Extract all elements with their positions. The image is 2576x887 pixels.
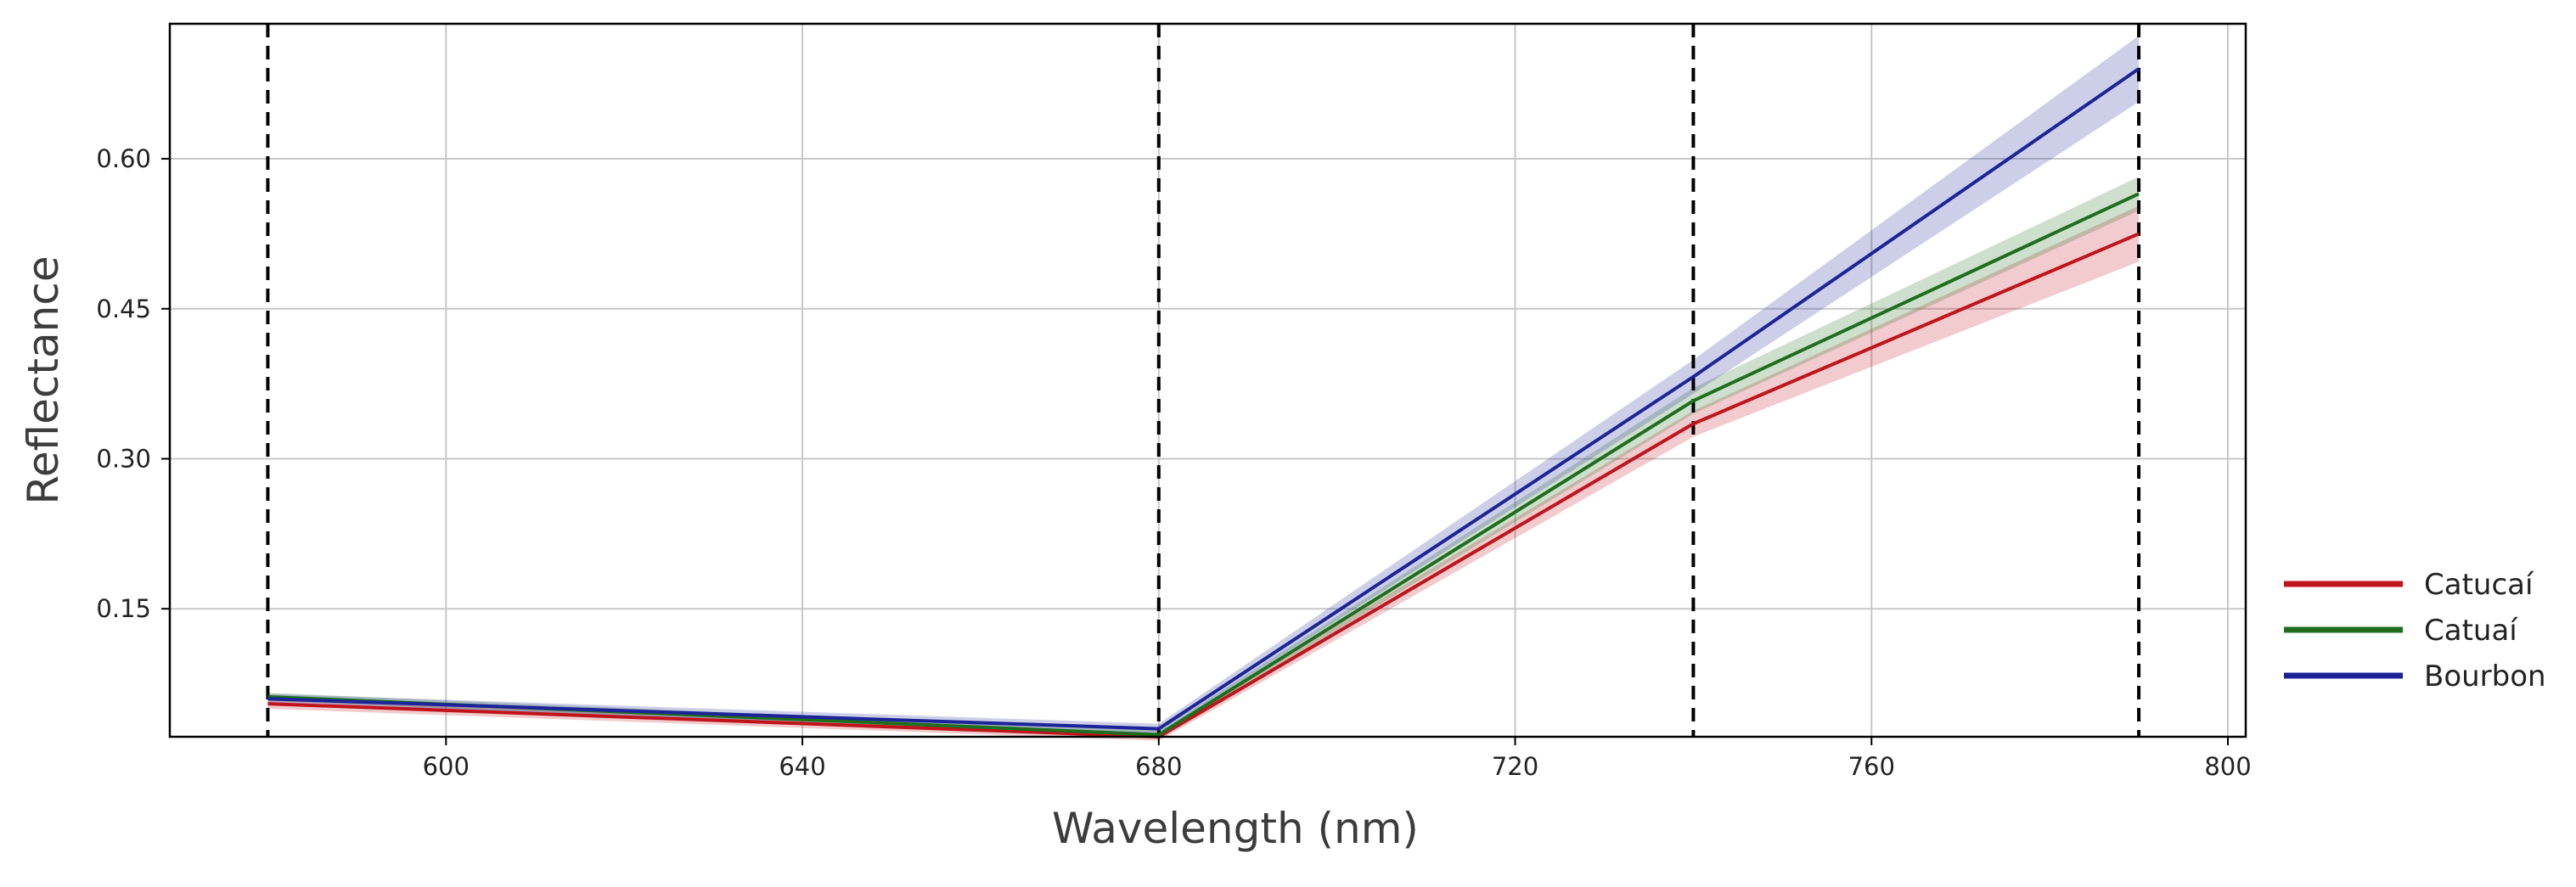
- legend-label-0: Catucaí: [2424, 568, 2534, 602]
- legend-label-2: Bourbon: [2424, 660, 2546, 693]
- x-tick-label: 800: [2204, 752, 2251, 781]
- y-tick-layer: 0.15 0.30 0.45 0.60: [96, 144, 170, 623]
- legend: Catucaí Catuaí Bourbon: [2284, 568, 2546, 693]
- x-tick-label: 640: [779, 752, 825, 781]
- dashed-line-layer: [266, 24, 2141, 737]
- confidence-band-2: [267, 36, 2140, 734]
- x-tick-label: 600: [423, 752, 470, 781]
- grid-layer: [170, 24, 2246, 737]
- legend-label-1: Catuaí: [2424, 614, 2518, 648]
- x-tick-label: 760: [1848, 752, 1895, 781]
- plot-frame: [168, 22, 2247, 738]
- y-axis-title: Reflectance: [19, 255, 68, 504]
- series-line-0: [267, 232, 2140, 738]
- x-axis-title: Wavelength (nm): [1052, 804, 1419, 853]
- y-tick-label: 0.45: [96, 295, 151, 323]
- y-tick-label: 0.60: [96, 144, 151, 173]
- series-line-2: [267, 67, 2140, 731]
- series-line-1: [267, 192, 2140, 737]
- x-tick-label: 680: [1135, 752, 1182, 781]
- x-tick-label: 720: [1492, 752, 1538, 781]
- confidence-band-0: [267, 205, 2140, 741]
- series-line-layer: [267, 67, 2140, 738]
- x-tick-layer: 600 640 680 720 760 800: [423, 737, 2252, 781]
- y-tick-label: 0.15: [96, 594, 151, 623]
- confidence-band-layer: [267, 36, 2140, 741]
- y-tick-label: 0.30: [96, 444, 151, 473]
